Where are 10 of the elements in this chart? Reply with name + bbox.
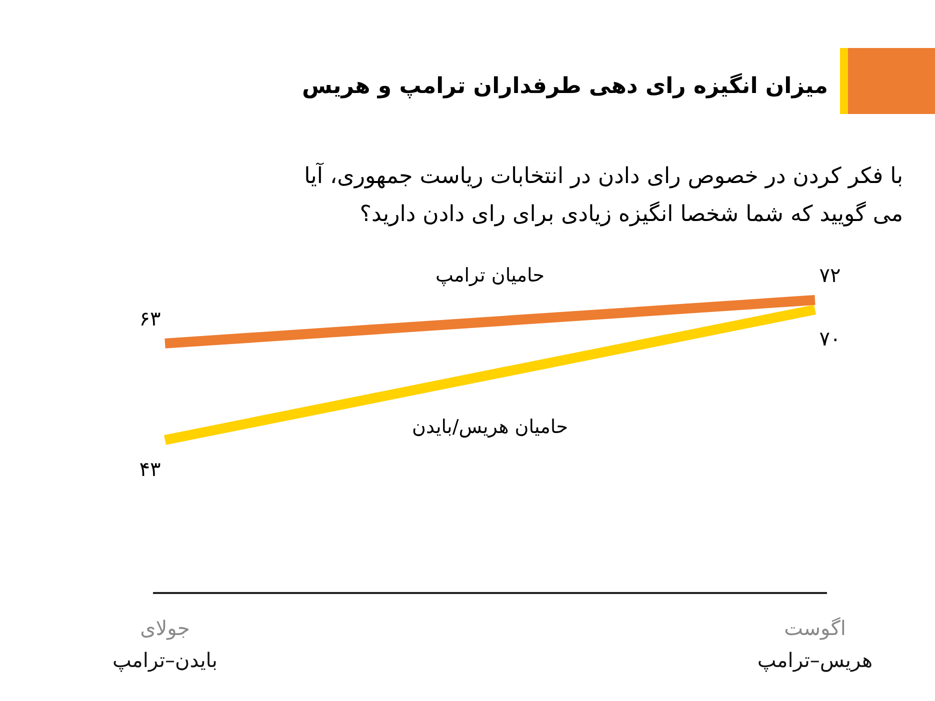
x-tick-label: اگوست هریس–ترامپ [757,616,873,672]
data-label: ۴۳ [139,457,161,481]
x-tick-label: جولای بایدن–ترامپ [112,616,218,672]
series-label: حامیان هریس/بایدن [412,416,568,438]
data-label: ۷۰ [819,326,841,351]
data-label: ۷۲ [819,263,841,287]
chart-title: میزان انگیزه رای دهی طرفداران ترامپ و هریس [302,72,828,99]
data-label: ۶۳ [139,306,161,330]
series-label: حامیان ترامپ [435,264,545,287]
chart-subtitle: با فکر کردن در خصوص رای دادن در انتخابات ریاست جمهوری، آیا می گویید که شما شخصا انگیزه زیادی برای رای دادن دارید؟ [304,162,903,227]
